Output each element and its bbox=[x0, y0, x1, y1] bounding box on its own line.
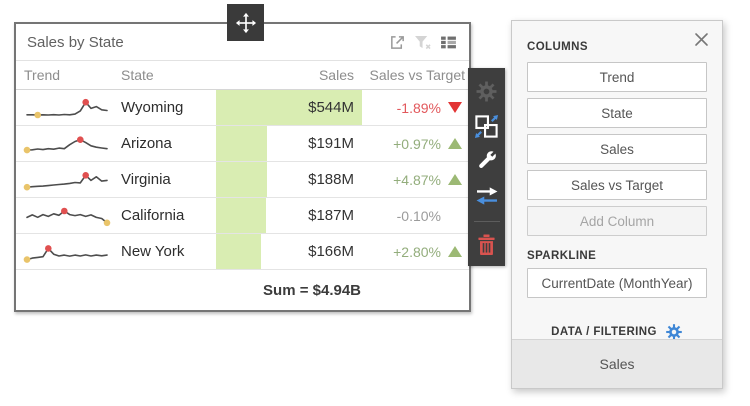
panel-columns-buttons: Trend State Sales Sales vs Target bbox=[527, 62, 707, 200]
table-row: Virginia $188M +4.87% bbox=[16, 162, 469, 198]
sales-cell: $166M bbox=[216, 234, 362, 269]
clear-filter-icon[interactable] bbox=[414, 35, 432, 50]
panel-footer-sales[interactable]: Sales bbox=[512, 339, 722, 388]
trend-cell bbox=[16, 90, 116, 125]
target-delta-value: +0.97% bbox=[393, 135, 441, 152]
transfer-arrows-icon[interactable] bbox=[475, 183, 499, 209]
sales-bar bbox=[216, 198, 267, 233]
grid-widget-sales-by-state[interactable]: Sales by State bbox=[14, 22, 471, 312]
triangle-up-icon bbox=[448, 174, 462, 185]
data-filtering-label: DATA / FILTERING bbox=[551, 326, 657, 338]
convert-item-icon[interactable] bbox=[474, 113, 499, 139]
close-icon[interactable] bbox=[694, 32, 709, 47]
column-header-state[interactable]: State bbox=[121, 67, 154, 83]
sales-vs-target-cell: -0.10% bbox=[362, 198, 469, 233]
data-filtering-row[interactable]: DATA / FILTERING bbox=[527, 323, 707, 341]
panel-footer-label: Sales bbox=[599, 356, 635, 372]
target-delta-value: -0.10% bbox=[396, 207, 441, 224]
columns-layout-icon[interactable] bbox=[440, 36, 457, 49]
sales-vs-target-cell: +4.87% bbox=[362, 162, 469, 197]
delete-trash-icon[interactable] bbox=[477, 231, 496, 257]
widget-title: Sales by State bbox=[27, 33, 124, 51]
sales-cell: $188M bbox=[216, 162, 362, 197]
state-cell: New York bbox=[121, 243, 185, 260]
sales-cell: $544M bbox=[216, 90, 362, 125]
trend-sparkline bbox=[23, 171, 108, 190]
sales-vs-target-cell: +0.97% bbox=[362, 126, 469, 161]
export-icon[interactable] bbox=[389, 34, 406, 51]
table-row: California $187M -0.10% bbox=[16, 198, 469, 234]
trend-sparkline bbox=[23, 244, 108, 263]
trend-sparkline bbox=[23, 135, 108, 153]
sparkline-dimension-button[interactable]: CurrentDate (MonthYear) bbox=[527, 268, 707, 298]
columns-section-label: COLUMNS bbox=[527, 41, 588, 53]
trend-sparkline bbox=[26, 207, 111, 226]
column-button-sales[interactable]: Sales bbox=[527, 134, 707, 164]
table-row: Arizona $191M +0.97% bbox=[16, 126, 469, 162]
widget-toolbar bbox=[468, 68, 505, 266]
target-delta-value: -1.89% bbox=[396, 99, 441, 116]
filter-gear-icon[interactable] bbox=[665, 323, 683, 341]
trend-cell bbox=[16, 234, 116, 269]
triangle-up-icon bbox=[448, 138, 462, 149]
sales-value: $187M bbox=[308, 207, 354, 224]
toolbar-divider bbox=[473, 221, 500, 222]
sales-value: $191M bbox=[308, 135, 354, 152]
trend-sparkline bbox=[26, 98, 108, 118]
sparkline-section-label: SPARKLINE bbox=[527, 250, 597, 262]
column-button-state[interactable]: State bbox=[527, 98, 707, 128]
sales-value: $544M bbox=[308, 99, 354, 116]
trend-cell bbox=[16, 162, 116, 197]
grid-summary-row: Sum = $4.94B bbox=[16, 270, 469, 310]
column-header-trend[interactable]: Trend bbox=[24, 67, 61, 83]
target-delta-value: +2.80% bbox=[393, 243, 441, 260]
sales-cell: $187M bbox=[216, 198, 362, 233]
table-row: Wyoming $544M -1.89% bbox=[16, 90, 469, 126]
grid-column-headers: Trend State Sales Sales vs Target bbox=[16, 61, 469, 90]
move-icon bbox=[235, 12, 256, 33]
move-handle[interactable] bbox=[227, 4, 264, 41]
sales-bar bbox=[216, 234, 261, 269]
sales-bar bbox=[216, 162, 267, 197]
column-button-trend[interactable]: Trend bbox=[527, 62, 707, 92]
widget-title-bar: Sales by State bbox=[16, 24, 469, 61]
state-cell: Wyoming bbox=[121, 99, 184, 116]
options-panel: COLUMNS Trend State Sales Sales vs Target A… bbox=[511, 20, 723, 389]
summary-value: Sum = $4.94B bbox=[263, 281, 361, 299]
gear-icon[interactable] bbox=[475, 78, 498, 104]
wrench-icon[interactable] bbox=[476, 148, 497, 174]
sales-bar bbox=[216, 90, 362, 125]
column-header-sales-vs-target[interactable]: Sales vs Target bbox=[369, 67, 465, 83]
sales-cell: $191M bbox=[216, 126, 362, 161]
column-button-sales-vs-target[interactable]: Sales vs Target bbox=[527, 170, 707, 200]
sales-bar bbox=[216, 126, 268, 161]
trend-cell bbox=[16, 126, 116, 161]
add-column-button[interactable]: Add Column bbox=[527, 206, 707, 236]
sales-vs-target-cell: -1.89% bbox=[362, 90, 469, 125]
no-indicator bbox=[448, 210, 462, 221]
trend-cell bbox=[16, 198, 116, 233]
table-row: New York $166M +2.80% bbox=[16, 234, 469, 270]
triangle-up-icon bbox=[448, 246, 462, 257]
target-delta-value: +4.87% bbox=[393, 171, 441, 188]
column-header-sales[interactable]: Sales bbox=[318, 67, 354, 83]
triangle-down-icon bbox=[448, 102, 462, 113]
state-cell: Virginia bbox=[121, 171, 171, 188]
grid-rows: Wyoming $544M -1.89% Arizona $191M +0.97… bbox=[16, 90, 469, 270]
state-cell: California bbox=[121, 207, 185, 224]
state-cell: Arizona bbox=[121, 135, 172, 152]
sales-vs-target-cell: +2.80% bbox=[362, 234, 469, 269]
sales-value: $188M bbox=[308, 171, 354, 188]
sales-value: $166M bbox=[308, 243, 354, 260]
